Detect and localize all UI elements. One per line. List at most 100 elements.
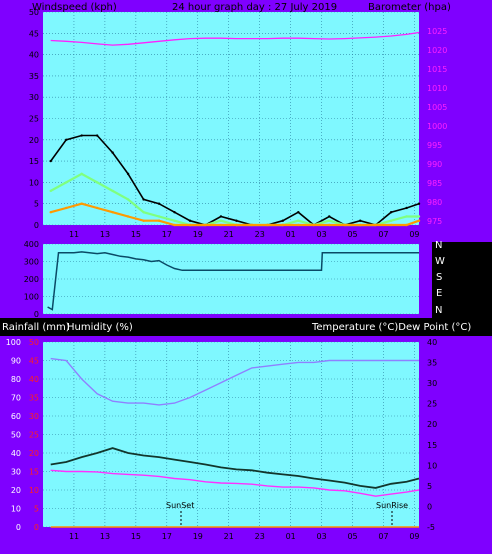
compass-w: W xyxy=(435,256,445,267)
x-tick-label: 03 xyxy=(317,230,327,239)
x-tick-label: 09 xyxy=(409,230,419,239)
x-tick-label: 23 xyxy=(255,230,265,239)
baro-y-tick: 980 xyxy=(427,198,442,207)
temperature-plot-area xyxy=(43,342,419,527)
rain-y-tick: 10 xyxy=(29,486,39,495)
humidity-y-tick: 100 xyxy=(6,338,21,347)
temp-y-tick: 10 xyxy=(427,461,437,470)
humidity-y-tick: 50 xyxy=(11,431,21,440)
baro-y-tick: 1010 xyxy=(427,84,447,93)
wind-avg-point xyxy=(173,219,176,222)
rain-y-tick: 0 xyxy=(34,523,39,532)
temp-y-tick: 5 xyxy=(427,482,432,491)
temp-y-tick: 0 xyxy=(427,502,432,511)
wind-axis-label: Windspeed (kph) xyxy=(32,2,117,13)
wind-avg-point xyxy=(142,211,145,214)
x-tick-label: 07 xyxy=(378,532,388,541)
x-tick-label: 03 xyxy=(317,532,327,541)
wind-gust-point xyxy=(417,202,421,205)
wind-gust-point xyxy=(359,219,362,222)
wind-avg-point xyxy=(405,215,408,218)
wind-y-tick: 40 xyxy=(29,51,39,60)
baro-y-tick: 1005 xyxy=(427,103,447,112)
wind-gust-point xyxy=(328,215,331,218)
dir-y-tick: 300 xyxy=(24,258,39,267)
x-tick-label: 11 xyxy=(69,230,79,239)
x-tick-label: 15 xyxy=(131,532,141,541)
x-tick-label: 17 xyxy=(162,532,172,541)
wind-gust-point xyxy=(80,134,83,137)
wind-low-point xyxy=(204,223,207,227)
x-tick-label: 19 xyxy=(193,532,203,541)
x-tick-label: 13 xyxy=(100,230,110,239)
wind-y-tick: 5 xyxy=(34,200,39,209)
x-tick-label: 01 xyxy=(286,230,296,239)
dir-y-tick: 400 xyxy=(24,240,39,249)
humidity-y-tick: 70 xyxy=(11,394,21,403)
wind-gust-point xyxy=(389,211,393,214)
direction-plot-area xyxy=(43,244,419,314)
baro-y-tick: 1020 xyxy=(427,46,447,55)
x-tick-label: 07 xyxy=(378,230,388,239)
dir-y-tick: 0 xyxy=(34,310,39,319)
rain-y-tick: 25 xyxy=(29,431,39,440)
wind-low-point xyxy=(374,223,377,227)
rain-y-tick: 45 xyxy=(29,357,39,366)
rainfall-axis-label: Rainfall (mm) xyxy=(2,322,70,333)
temp-y-tick: 35 xyxy=(427,359,437,368)
rain-y-tick: 5 xyxy=(34,505,39,514)
wind-gust-point xyxy=(297,211,300,214)
temp-y-tick: -5 xyxy=(427,523,435,532)
wind-low-point xyxy=(80,202,83,205)
wind-y-tick: 10 xyxy=(29,178,39,187)
wind-gust-point xyxy=(188,219,192,222)
wind-avg-point xyxy=(417,215,421,218)
humidity-y-tick: 0 xyxy=(16,523,21,532)
humidity-line xyxy=(50,357,419,406)
temp-y-tick: 30 xyxy=(427,379,437,388)
humidity-y-tick: 10 xyxy=(11,505,21,514)
x-tick-label: 13 xyxy=(100,532,110,541)
wind-low-point xyxy=(111,211,114,214)
wind-low-point xyxy=(281,223,285,227)
baro-y-tick: 1015 xyxy=(427,65,447,74)
x-tick-label: 11 xyxy=(69,532,79,541)
wind-y-tick: 30 xyxy=(29,93,39,102)
x-tick-label: 21 xyxy=(224,230,234,239)
wind-low-point xyxy=(157,219,161,222)
wind-low-point xyxy=(405,223,408,227)
wind-low-point xyxy=(219,223,223,227)
wind-low-point xyxy=(343,223,346,227)
compass-s: S xyxy=(436,272,442,283)
wind-avg-point xyxy=(65,181,68,184)
sunrise-label: SunRise xyxy=(376,501,408,510)
wind-low-point xyxy=(235,223,238,227)
compass-n-bottom: N xyxy=(435,305,442,316)
rain-y-tick: 40 xyxy=(29,375,39,384)
wind-avg-point xyxy=(328,219,331,222)
barometer-axis-label: Barometer (hpa) xyxy=(368,2,451,13)
wind-gust-point xyxy=(65,138,68,141)
chart-title: 24 hour graph day : 27 July 2019 xyxy=(172,2,337,13)
wind-avg-point xyxy=(49,189,52,193)
temp-y-tick: 40 xyxy=(427,338,437,347)
wind-gust-point xyxy=(219,215,223,218)
temperature-axis-label: Temperature (°C)Dew Point (°C) xyxy=(311,322,471,333)
humidity-y-tick: 20 xyxy=(11,486,21,495)
humidity-y-tick: 30 xyxy=(11,468,21,477)
wind-y-tick: 20 xyxy=(29,136,39,145)
barometer-line xyxy=(50,31,420,46)
wind-gust-point xyxy=(235,219,238,222)
x-tick-label: 23 xyxy=(255,532,265,541)
wind-y-tick: 50 xyxy=(29,8,39,17)
wind-low-point xyxy=(49,211,52,214)
rain-y-tick: 50 xyxy=(29,338,39,347)
wind-y-tick: 15 xyxy=(29,157,39,166)
wind-low-point xyxy=(173,223,176,227)
sunset-label: SunSet xyxy=(166,501,194,510)
baro-y-tick: 1025 xyxy=(427,27,447,36)
temperature-line xyxy=(50,447,420,489)
wind-avg-point xyxy=(95,181,99,184)
temp-y-tick: 15 xyxy=(427,441,437,450)
